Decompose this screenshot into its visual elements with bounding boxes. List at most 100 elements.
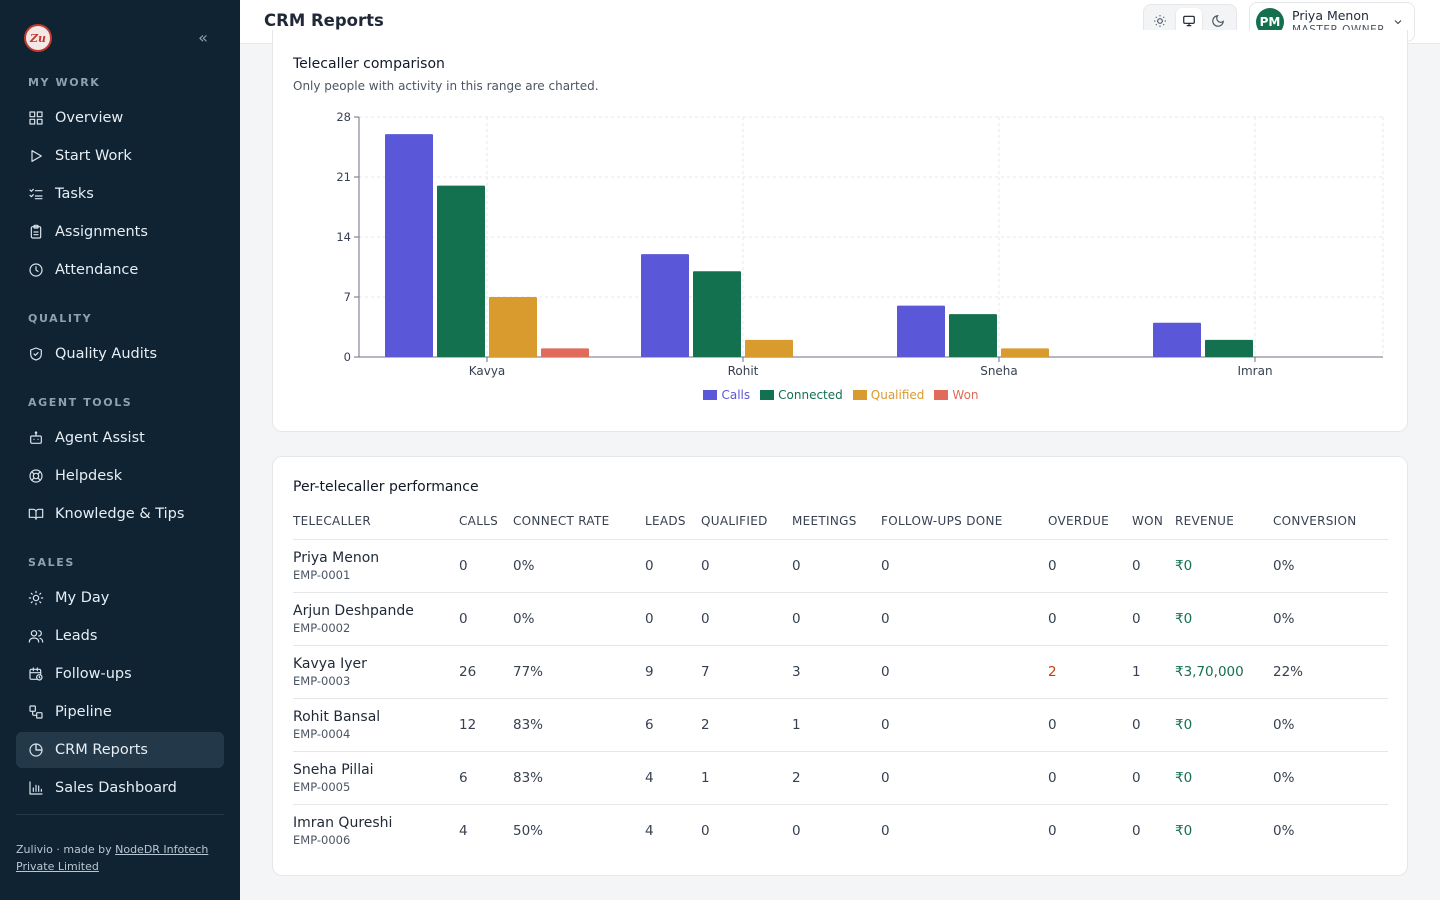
- sidebar-item-knowledge-tips[interactable]: Knowledge & Tips: [16, 496, 224, 532]
- conversion-cell: 0%: [1273, 751, 1388, 805]
- employee-id: EMP-0004: [293, 726, 351, 741]
- sidebar-item-label: Leads: [55, 628, 98, 644]
- telecaller-cell: Sneha Pillai EMP-0005: [293, 751, 459, 805]
- sidebar-item-assignments[interactable]: Assignments: [16, 214, 224, 250]
- users-icon: [28, 628, 44, 644]
- table-row: Arjun Deshpande EMP-0002 0 0% 0 0 0 0 0 0 ₹0 0%: [293, 592, 1388, 646]
- revenue-cell: ₹0: [1175, 698, 1273, 752]
- telecaller-cell: Arjun Deshpande EMP-0002: [293, 592, 459, 646]
- qualified-cell: 0: [701, 539, 792, 593]
- legend-item[interactable]: Connected: [760, 388, 843, 402]
- workflow-icon: [28, 704, 44, 720]
- followups-cell: 0: [881, 822, 890, 839]
- section-spacer: [16, 534, 224, 546]
- sidebar-item-quality-audits[interactable]: Quality Audits: [16, 336, 224, 372]
- calls-cell: 0: [459, 539, 513, 593]
- calls-cell: 26: [459, 645, 513, 699]
- page-title: CRM Reports: [264, 11, 384, 30]
- sidebar-item-crm-reports[interactable]: CRM Reports: [16, 732, 224, 768]
- sidebar-item-tasks[interactable]: Tasks: [16, 176, 224, 212]
- telecaller-name: Kavya Iyer: [293, 655, 367, 672]
- x-tick-label: Imran: [1237, 364, 1272, 378]
- x-tick-label: Sneha: [980, 364, 1018, 378]
- sun-icon: [28, 590, 44, 606]
- sidebar-item-label: Follow-ups: [55, 666, 132, 682]
- sidebar-item-leads[interactable]: Leads: [16, 618, 224, 654]
- y-tick-label: 7: [344, 290, 351, 304]
- legend-label: Qualified: [870, 388, 925, 402]
- app-logo[interactable]: Zu: [24, 24, 52, 52]
- sidebar-item-start-work[interactable]: Start Work: [16, 138, 224, 174]
- user-name: Priya Menon: [1292, 8, 1369, 23]
- legend-item[interactable]: Calls: [703, 388, 750, 402]
- bar-connected-sneha: [949, 314, 997, 357]
- won-cell: 0: [1132, 592, 1175, 646]
- conversion-cell: 0%: [1273, 698, 1388, 752]
- telecaller-name: Rohit Bansal: [293, 708, 381, 725]
- connect-rate-cell: 83%: [513, 698, 645, 752]
- leads-cell: 0: [645, 592, 701, 646]
- footer-prefix: Zulivio · made by: [16, 843, 116, 856]
- legend-label: Won: [952, 388, 979, 402]
- y-tick-label: 28: [336, 110, 351, 124]
- followups-cell: 0: [881, 645, 1048, 699]
- theme-dark-button[interactable]: [1204, 8, 1231, 34]
- column-header: MEETINGS: [792, 503, 881, 540]
- won-cell: 0: [1132, 698, 1175, 752]
- sidebar-item-agent-assist[interactable]: Agent Assist: [16, 420, 224, 456]
- table-row: Kavya Iyer EMP-0003 26 77% 9 7 3 0 2 1 ₹3,70,000 22…: [293, 645, 1388, 699]
- x-tick-label: Rohit: [728, 364, 759, 378]
- sidebar-item-label: Agent Assist: [55, 430, 145, 446]
- collapse-sidebar-button[interactable]: «: [198, 28, 208, 47]
- sidebar-item-sales-dashboard[interactable]: Sales Dashboard: [16, 770, 224, 806]
- shield-check-icon: [28, 346, 44, 362]
- legend-item[interactable]: Won: [934, 388, 979, 402]
- bar-connected-kavya: [437, 185, 485, 357]
- table-row: Priya Menon EMP-0001 0 0% 0 0 0 0 0 0 ₹0 0%: [293, 539, 1388, 593]
- nav-section-label: QUALITY: [28, 312, 93, 325]
- sidebar-item-pipeline[interactable]: Pipeline: [16, 694, 224, 730]
- nav-section-label: MY WORK: [28, 76, 101, 89]
- overdue-cell: 0: [1048, 592, 1132, 646]
- qualified-cell: 2: [701, 698, 792, 752]
- won-cell: 0: [1132, 822, 1141, 839]
- column-header: WON: [1132, 503, 1175, 540]
- sidebar-item-attendance[interactable]: Attendance: [16, 252, 224, 288]
- meetings-cell: 0: [792, 822, 801, 839]
- company-link[interactable]: NodeDR Infotech Private Limited: [16, 843, 209, 873]
- column-header: CALLS: [459, 503, 513, 540]
- sidebar-item-my-day[interactable]: My Day: [16, 580, 224, 616]
- sidebar-item-label: Quality Audits: [55, 346, 158, 362]
- telecaller-cell: Imran Qureshi EMP-0006: [293, 804, 459, 857]
- column-header: LEADS: [645, 503, 701, 540]
- revenue-cell: ₹0: [1175, 751, 1273, 805]
- theme-system-button[interactable]: [1175, 8, 1203, 34]
- bar-chart-icon: [28, 780, 44, 796]
- logo-text: Zu: [29, 31, 47, 45]
- meetings-cell: 2: [792, 751, 881, 805]
- sidebar-item-follow-ups[interactable]: Follow-ups: [16, 656, 224, 692]
- y-tick-label: 0: [344, 350, 351, 364]
- telecaller-cell: Kavya Iyer EMP-0003: [293, 645, 459, 699]
- qualified-cell: 7: [701, 645, 792, 699]
- performance-table: TELECALLER CALLS CONNECT RATE LEADS QUALIFIE…: [293, 503, 1388, 857]
- column-header: QUALIFIED: [701, 503, 792, 540]
- sidebar-item-overview[interactable]: Overview: [16, 100, 224, 136]
- sidebar-item-helpdesk[interactable]: Helpdesk: [16, 458, 224, 494]
- overdue-cell: 0: [1048, 539, 1132, 593]
- telecaller-name: Sneha Pillai: [293, 761, 374, 778]
- sidebar-item-label: Attendance: [55, 262, 139, 278]
- calendar-clock-icon: [28, 666, 44, 682]
- monitor-icon: [1183, 15, 1195, 27]
- leads-cell: 9: [645, 645, 701, 699]
- revenue-cell: ₹3,70,000: [1175, 645, 1273, 699]
- conversion-cell: 0%: [1273, 822, 1295, 839]
- theme-light-button[interactable]: [1147, 8, 1174, 34]
- table-title: Per-telecaller performance: [293, 479, 479, 495]
- legend-item[interactable]: Qualified: [852, 388, 925, 402]
- won-cell: 0: [1132, 539, 1175, 593]
- followups-cell: 0: [881, 751, 1048, 805]
- calls-cell: 0: [459, 592, 513, 646]
- legend-swatch: [760, 390, 775, 400]
- clipboard-icon: [28, 224, 44, 240]
